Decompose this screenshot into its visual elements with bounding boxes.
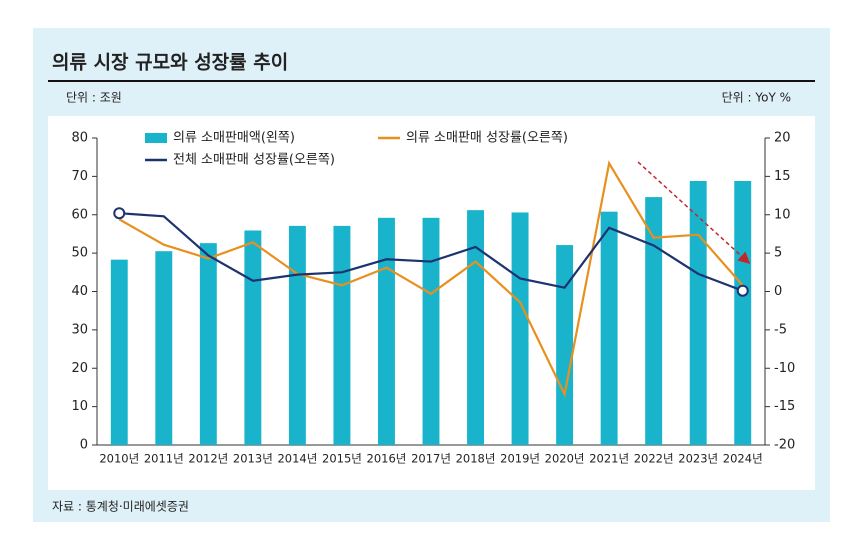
y-tick-label: 10 [71, 399, 88, 414]
bar [689, 180, 707, 446]
y-tick-label: 50 [71, 246, 88, 261]
x-tick-label: 2017년 [411, 452, 451, 466]
x-tick-label: 2014년 [277, 452, 317, 466]
y2-tick-label: 20 [774, 131, 791, 146]
y-unit: 단위 : 조원 [66, 91, 122, 105]
bar [155, 251, 173, 445]
x-tick-label: 2015년 [322, 452, 362, 466]
x-tick-label: 2018년 [456, 452, 496, 466]
y2-tick-label: 15 [774, 169, 791, 184]
y2-tick-label: -15 [774, 399, 795, 414]
y2-tick-label: 5 [774, 246, 782, 261]
x-tick-label: 2019년 [500, 452, 540, 466]
line [119, 212, 744, 292]
trend-arrow [637, 161, 751, 265]
y2-unit: 단위 : YoY % [722, 91, 791, 105]
point-marker [736, 284, 749, 297]
line [118, 160, 744, 398]
bar [511, 212, 529, 445]
y-tick-label: 60 [71, 207, 88, 222]
legend-label: 의류 소매판매 성장률(오른쪽) [406, 131, 568, 146]
x-tick-label: 2023년 [678, 452, 718, 466]
bar [422, 217, 440, 445]
x-tick-label: 2013년 [233, 452, 273, 466]
bar [288, 225, 306, 445]
x-tick-label: 2010년 [99, 452, 139, 466]
legend-label: 전체 소매판매 성장률(오른쪽) [173, 153, 335, 168]
y-tick-label: 80 [71, 131, 88, 146]
y-tick-label: 0 [80, 438, 88, 453]
x-tick-label: 2021년 [589, 452, 629, 466]
y2-tick-label: -5 [774, 322, 787, 337]
y2-tick-label: -10 [774, 361, 795, 376]
bar [734, 180, 752, 446]
x-tick-label: 2022년 [634, 452, 674, 466]
legend-swatch [145, 133, 167, 143]
x-tick-label: 2016년 [367, 452, 407, 466]
x-tick-label: 2024년 [723, 452, 763, 466]
bar [199, 243, 217, 445]
y2-tick-label: -20 [774, 438, 795, 453]
legend-label: 의류 소매판매액(왼쪽) [173, 131, 295, 146]
bar [645, 197, 663, 445]
y-tick-label: 30 [71, 322, 88, 337]
x-tick-label: 2012년 [188, 452, 228, 466]
point-marker [113, 207, 126, 220]
y-tick-label: 40 [71, 284, 88, 299]
bar [556, 245, 574, 445]
bar [467, 210, 484, 445]
bar [378, 217, 395, 445]
bar [244, 230, 262, 445]
source: 자료 : 통계청·미래에셋증권 [52, 500, 189, 514]
y2-tick-label: 10 [774, 207, 791, 222]
y-tick-label: 20 [71, 361, 88, 376]
x-tick-label: 2011년 [144, 452, 184, 466]
bar [110, 259, 128, 445]
bar [333, 225, 351, 445]
bar [600, 211, 618, 445]
y-tick-label: 70 [71, 169, 88, 184]
y2-tick-label: 0 [774, 284, 782, 299]
x-tick-label: 2020년 [545, 452, 585, 466]
chart-title: 의류 시장 규모와 성장률 추이 [52, 52, 288, 74]
